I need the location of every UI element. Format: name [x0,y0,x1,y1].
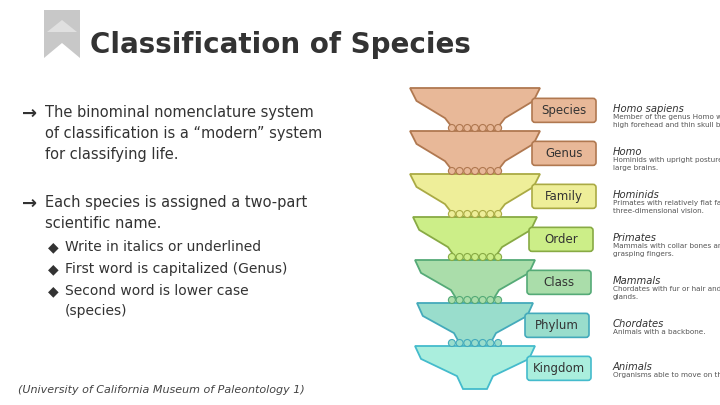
Circle shape [464,296,471,303]
Circle shape [456,211,463,217]
Circle shape [464,168,471,175]
Text: Each species is assigned a two-part
scientific name.: Each species is assigned a two-part scie… [45,195,307,231]
Circle shape [456,168,463,175]
Text: Animals with a backbone.: Animals with a backbone. [613,329,706,335]
Circle shape [495,211,502,217]
Polygon shape [415,260,535,303]
Text: Second word is lower case
(species): Second word is lower case (species) [65,284,248,318]
Polygon shape [417,303,533,346]
Text: Chordates with fur or hair and milk
glands.: Chordates with fur or hair and milk glan… [613,286,720,300]
Circle shape [480,339,486,347]
Text: Primates: Primates [613,233,657,243]
Circle shape [472,211,479,217]
Text: Order: Order [544,233,578,246]
Polygon shape [413,217,537,260]
Text: Primates with relatively flat faces and
three-dimensional vision.: Primates with relatively flat faces and … [613,200,720,214]
Polygon shape [410,131,540,174]
Circle shape [495,339,502,347]
Text: Phylum: Phylum [535,319,579,332]
Circle shape [495,254,502,260]
FancyBboxPatch shape [532,98,596,122]
Circle shape [449,168,455,175]
Polygon shape [44,10,80,58]
Text: →: → [22,195,37,213]
Circle shape [480,296,486,303]
Circle shape [449,339,455,347]
Circle shape [464,124,471,132]
Text: Write in italics or underlined: Write in italics or underlined [65,240,261,254]
Text: ◆: ◆ [48,284,58,298]
Circle shape [472,254,479,260]
Circle shape [456,339,463,347]
Text: The binominal nomenclature system
of classification is a “modern” system
for cla: The binominal nomenclature system of cla… [45,105,323,162]
FancyBboxPatch shape [525,313,589,337]
Circle shape [449,211,455,217]
Text: Hominids: Hominids [613,190,660,200]
Circle shape [487,296,494,303]
Circle shape [456,296,463,303]
Text: Hominids with upright posture and
large brains.: Hominids with upright posture and large … [613,157,720,171]
Text: Mammals: Mammals [613,276,662,286]
Text: Classification of Species: Classification of Species [90,31,471,59]
Circle shape [456,254,463,260]
Circle shape [480,168,486,175]
Text: (University of California Museum of Paleontology 1): (University of California Museum of Pale… [18,385,305,395]
Circle shape [495,168,502,175]
Circle shape [449,124,455,132]
FancyBboxPatch shape [527,356,591,380]
FancyBboxPatch shape [527,271,591,294]
Circle shape [480,254,486,260]
Circle shape [449,296,455,303]
Text: Chordates: Chordates [613,319,665,329]
Text: Genus: Genus [545,147,582,160]
Polygon shape [47,20,77,32]
Circle shape [495,296,502,303]
Text: →: → [22,105,37,123]
Circle shape [472,124,479,132]
Text: ◆: ◆ [48,240,58,254]
Circle shape [456,124,463,132]
Text: Kingdom: Kingdom [533,362,585,375]
Polygon shape [410,88,540,131]
Circle shape [472,339,479,347]
Circle shape [487,211,494,217]
FancyBboxPatch shape [529,227,593,252]
Circle shape [472,296,479,303]
Circle shape [487,339,494,347]
Text: Homo: Homo [613,147,642,157]
Circle shape [464,211,471,217]
Circle shape [487,254,494,260]
Text: Class: Class [544,276,575,289]
Text: Mammals with collar bones and
grasping fingers.: Mammals with collar bones and grasping f… [613,243,720,257]
Text: Family: Family [545,190,583,203]
Text: First word is capitalized (Genus): First word is capitalized (Genus) [65,262,287,276]
Text: Organisms able to move on their own.: Organisms able to move on their own. [613,372,720,378]
Text: Homo sapiens: Homo sapiens [613,104,684,114]
FancyBboxPatch shape [532,141,596,165]
Circle shape [464,254,471,260]
Circle shape [480,124,486,132]
Circle shape [487,124,494,132]
FancyBboxPatch shape [532,184,596,208]
Circle shape [449,254,455,260]
Text: ◆: ◆ [48,262,58,276]
Polygon shape [410,174,540,217]
Circle shape [464,339,471,347]
Circle shape [480,211,486,217]
Circle shape [472,168,479,175]
Text: Member of the genus Homo with a
high forehead and thin skull bones.: Member of the genus Homo with a high for… [613,114,720,128]
Text: Species: Species [541,104,587,117]
Circle shape [487,168,494,175]
Polygon shape [415,346,535,389]
Circle shape [495,124,502,132]
Text: Animals: Animals [613,362,653,372]
